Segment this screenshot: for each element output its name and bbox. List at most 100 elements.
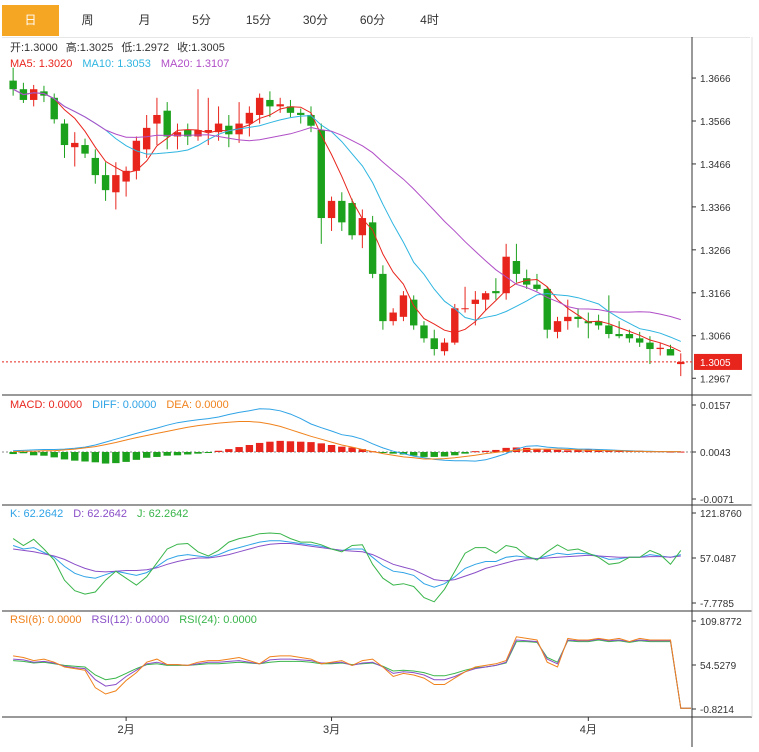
candle-body [348, 203, 356, 236]
macd-bar [9, 452, 17, 455]
macd-bar [410, 452, 418, 456]
macd-bar [184, 452, 192, 455]
macd-bar [379, 452, 387, 453]
candle-body [533, 284, 541, 289]
macd-tick-label: 0.0157 [700, 401, 731, 412]
macd-bar [81, 452, 89, 462]
macd-bar [112, 452, 120, 464]
price-tick-label: 1.3566 [700, 117, 731, 128]
candle-body [574, 316, 582, 319]
k-legend: K: 62.2642 [10, 508, 63, 520]
kdj-tick-label: -7.7785 [700, 599, 734, 610]
candle-body [389, 312, 397, 322]
candle-body [543, 288, 551, 330]
tab-day[interactable]: 日 [2, 5, 59, 36]
candle-body [440, 342, 449, 352]
candle-body [625, 334, 634, 339]
candle-body [379, 273, 387, 322]
ma20-line [12, 88, 681, 321]
candle-body [338, 200, 346, 223]
candle-body [410, 299, 418, 326]
candle-body [399, 295, 408, 317]
candle-body [666, 349, 675, 356]
macd-bar [574, 449, 582, 452]
macd-bar [317, 443, 325, 452]
macd-bar [245, 444, 254, 452]
rsi12-line [13, 638, 691, 709]
candle-body [204, 130, 212, 133]
macd-bar [214, 450, 223, 452]
price-tick-label: 1.3466 [700, 160, 731, 171]
candle-body [286, 106, 295, 113]
macd-bar [122, 452, 130, 462]
macd-bar [276, 440, 284, 452]
candle-body [430, 338, 438, 350]
candle-body [71, 142, 79, 148]
candle-body [646, 342, 654, 350]
macd-bar [430, 452, 438, 457]
candle-body [451, 308, 459, 343]
candle-body [358, 218, 367, 236]
candle-body [677, 361, 685, 365]
macd-bar [358, 449, 367, 452]
candle-body [307, 114, 315, 126]
macd-bar [225, 449, 233, 452]
candle-body [564, 316, 572, 322]
x-tick-label: 3月 [323, 724, 340, 736]
candle-body [112, 175, 120, 193]
tab-60min[interactable]: 60分 [359, 13, 386, 27]
macd-bar [533, 448, 541, 452]
macd-bar [40, 452, 48, 456]
candle-body [163, 110, 171, 137]
tab-30min[interactable]: 30分 [302, 13, 329, 27]
tab-4hour[interactable]: 4时 [420, 13, 439, 27]
candle-body [317, 130, 325, 219]
last-price-label: 1.3005 [700, 358, 731, 369]
candle-body [245, 112, 254, 124]
price-tick-label: 1.3066 [700, 332, 731, 343]
candle-body [142, 127, 151, 150]
macd-bar [307, 442, 315, 452]
tab-15min[interactable]: 15分 [245, 13, 272, 27]
candle-body [225, 125, 233, 135]
low-value: 低:1.2972 [121, 41, 169, 54]
kdj-tick-label: 57.0487 [700, 554, 737, 565]
candle-body [91, 157, 100, 176]
rsi24-line [13, 639, 691, 709]
macd-bar [543, 449, 551, 452]
candle-body [594, 321, 603, 326]
macd-bar [101, 452, 110, 464]
candle-body [605, 325, 613, 335]
macd-bar [153, 452, 161, 457]
macd-bar [132, 452, 141, 460]
candle-body [122, 170, 130, 182]
high-value: 高:1.3025 [66, 40, 114, 54]
candle-body [420, 325, 428, 339]
x-tick-label: 4月 [580, 724, 597, 736]
macd-legend: MACD: 0.0000 [10, 399, 82, 411]
macd-bar [461, 452, 469, 454]
price-tick-label: 1.3666 [700, 74, 731, 85]
macd-bar [389, 452, 397, 454]
candle-body [9, 80, 17, 90]
candle-body [492, 291, 500, 294]
chart-svg[interactable]: 1.3666 1.3566 1.3466 1.3366 1.3266 1.3166 1.30… [2, 37, 754, 747]
x-tick-label: 2月 [118, 724, 135, 736]
macd-bar [204, 452, 212, 453]
last-price-badge [694, 353, 742, 370]
candle-body [297, 112, 305, 115]
candle-body [266, 99, 274, 107]
tab-week[interactable]: 周 [81, 13, 94, 27]
candle-body [327, 200, 336, 219]
tab-month[interactable]: 月 [138, 13, 151, 27]
macd-bar [553, 449, 562, 452]
rsi-tick-label: 54.5279 [700, 661, 737, 672]
tab-5min[interactable]: 5分 [192, 13, 211, 27]
candle-body [502, 256, 510, 294]
macd-bar [492, 449, 500, 452]
candle-body [132, 140, 141, 171]
dif-line [13, 408, 681, 462]
ma10-legend: MA10: 1.3053 [82, 58, 151, 70]
dif-legend: DIFF: 0.0000 [92, 399, 156, 411]
macd-bar [71, 452, 79, 461]
